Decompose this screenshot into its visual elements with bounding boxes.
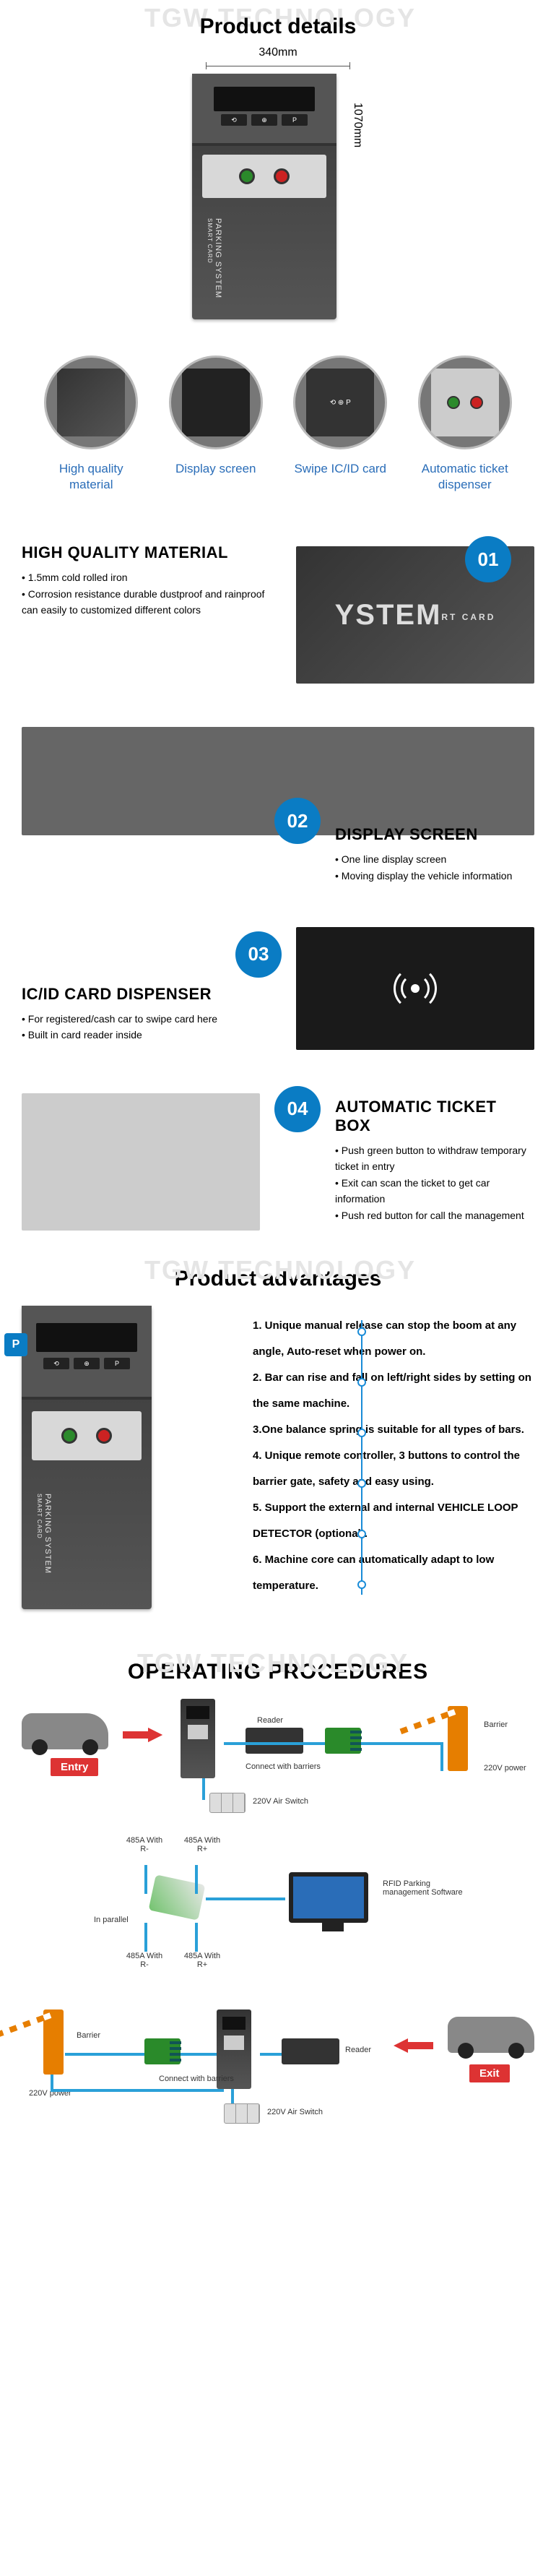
feature-image [22, 1093, 260, 1231]
rs485a-label: 485A With R- [123, 1836, 166, 1853]
width-dimension: 340mm [97, 46, 459, 59]
feature-item: Corrosion resistance durable dustproof a… [22, 586, 282, 619]
feature-number: 01 [465, 536, 511, 582]
width-line [206, 62, 350, 69]
green-button-icon [239, 168, 255, 184]
feature-display: 02 DISPLAY SCREEN One line display scree… [0, 705, 556, 905]
advantage-item: 5. Support the external and internal VEH… [253, 1495, 534, 1547]
barrier-icon [43, 2009, 64, 2075]
height-dimension: 1070mm [351, 103, 364, 147]
feature-item: Moving display the vehicle information [335, 868, 534, 884]
reader-icon [246, 1728, 303, 1754]
feature-title: DISPLAY SCREEN [335, 825, 534, 844]
parallel-label: In parallel [94, 1916, 129, 1924]
pc-icon [289, 1872, 368, 1923]
advantage-item: 6. Machine core can automatically adapt … [253, 1547, 534, 1599]
feature-image [296, 927, 534, 1050]
feature-ticket-box: 04 AUTOMATIC TICKET BOX Push green butto… [0, 1072, 556, 1252]
barrier-label: Barrier [484, 1720, 508, 1729]
feature-list: 1.5mm cold rolled iron Corrosion resista… [22, 569, 282, 618]
feature-number: 04 [274, 1086, 321, 1132]
connector-icon [325, 1728, 361, 1754]
red-button-icon [274, 168, 290, 184]
device-sublabel: SMART CARD [207, 218, 213, 264]
operating-diagram: Entry Reader Connect with barriers Barri… [14, 1699, 542, 2161]
thumb-card: ⟲ ⊕ PSwipe IC/ID card [285, 356, 396, 493]
advantage-item: 3.One balance spring is suitable for all… [253, 1417, 534, 1443]
rfid-icon [394, 967, 437, 1010]
red-button-icon [159, 1145, 192, 1179]
connector-icon [144, 2038, 181, 2064]
feature-card-dispenser: 03 IC/ID CARD DISPENSER For registered/c… [0, 905, 556, 1072]
feature-title: AUTOMATIC TICKET BOX [335, 1098, 534, 1135]
barrier-label: Barrier [77, 2031, 100, 2040]
green-button-icon [90, 1145, 123, 1179]
arrow-icon [123, 1728, 166, 1742]
feature-item: Built in card reader inside [22, 1027, 282, 1043]
feature-number: 03 [235, 931, 282, 978]
air-switch-label: 220V Air Switch [253, 1797, 308, 1806]
section-title: Product advantages [22, 1267, 534, 1291]
arrow-icon [390, 2038, 433, 2053]
power-label: 220V power [484, 1764, 526, 1772]
advantages-list: 1. Unique manual release can stop the bo… [253, 1306, 534, 1599]
product-details-section: TGW TECHNOLOGY Product details 340mm ⟲⊕P… [0, 0, 556, 514]
advantage-item: 2. Bar can rise and fall on left/right s… [253, 1365, 534, 1417]
device-illustration: ⟲⊕P PARKING SYSTEMSMART CARD P [22, 1306, 173, 1616]
entry-tag: Entry [51, 1758, 98, 1776]
feature-item: Exit can scan the ticket to get car info… [335, 1175, 534, 1207]
feature-list: Push green button to withdraw temporary … [335, 1142, 534, 1223]
air-switch-label: 220V Air Switch [267, 2108, 323, 2116]
thumb-display: Display screen [161, 356, 272, 493]
rs485b-label: 485A With R+ [181, 1836, 224, 1853]
thumb-material: High quality material [36, 356, 147, 493]
exit-tag: Exit [469, 2064, 510, 2082]
feature-item: For registered/cash car to swipe card he… [22, 1011, 282, 1027]
thumbnail-row: High quality material Display screen ⟲ ⊕… [29, 356, 527, 493]
operating-section: TGW TECHNOLOGY OPERATING PROCEDURES Entr… [0, 1645, 556, 2190]
kiosk-icon [181, 1699, 215, 1778]
rs485a-label: 485A With R- [123, 1952, 166, 1969]
feature-list: One line display screen Moving display t… [335, 851, 534, 884]
reader-icon [282, 2038, 339, 2064]
breaker-icon [224, 2103, 260, 2124]
feature-title: HIGH QUALITY MATERIAL [22, 543, 282, 562]
feature-list: For registered/cash car to swipe card he… [22, 1011, 282, 1043]
section-title: Product details [29, 14, 527, 39]
feature-item: One line display screen [335, 851, 534, 867]
barrier-icon [448, 1706, 468, 1771]
connect-label: Connect with barriers [159, 2075, 234, 2083]
car-icon [448, 2017, 534, 2053]
feature-number: 02 [274, 798, 321, 844]
car-icon [22, 1713, 108, 1749]
advantage-item: 4. Unique remote controller, 3 buttons t… [253, 1443, 534, 1495]
rs485b-label: 485A With R+ [181, 1952, 224, 1969]
advantage-item: 1. Unique manual release can stop the bo… [253, 1313, 534, 1365]
thumb-ticket: Automatic ticket dispenser [410, 356, 521, 493]
feature-item: 1.5mm cold rolled iron [22, 569, 282, 585]
section-title: OPERATING PROCEDURES [14, 1660, 542, 1684]
connect-label: Connect with barriers [246, 1762, 321, 1771]
feature-material: HIGH QUALITY MATERIAL 1.5mm cold rolled … [0, 514, 556, 705]
dimension-diagram: 340mm ⟲⊕P PARKING SYSTEMSMART CARD 1070m… [97, 46, 459, 319]
feature-item: Push green button to withdraw temporary … [335, 1142, 534, 1175]
advantages-section: TGW TECHNOLOGY Product advantages ⟲⊕P PA… [0, 1252, 556, 1645]
feature-title: IC/ID CARD DISPENSER [22, 985, 282, 1004]
device-label: PARKING SYSTEM [214, 218, 222, 298]
device-illustration: ⟲⊕P PARKING SYSTEMSMART CARD [192, 74, 336, 319]
rfid-sw-label: RFID Parking management Software [383, 1879, 469, 1897]
reader-label: Reader [345, 2046, 371, 2054]
feature-item: Push red button for call the management [335, 1207, 534, 1223]
breaker-icon [209, 1793, 246, 1813]
reader-label: Reader [257, 1716, 283, 1725]
